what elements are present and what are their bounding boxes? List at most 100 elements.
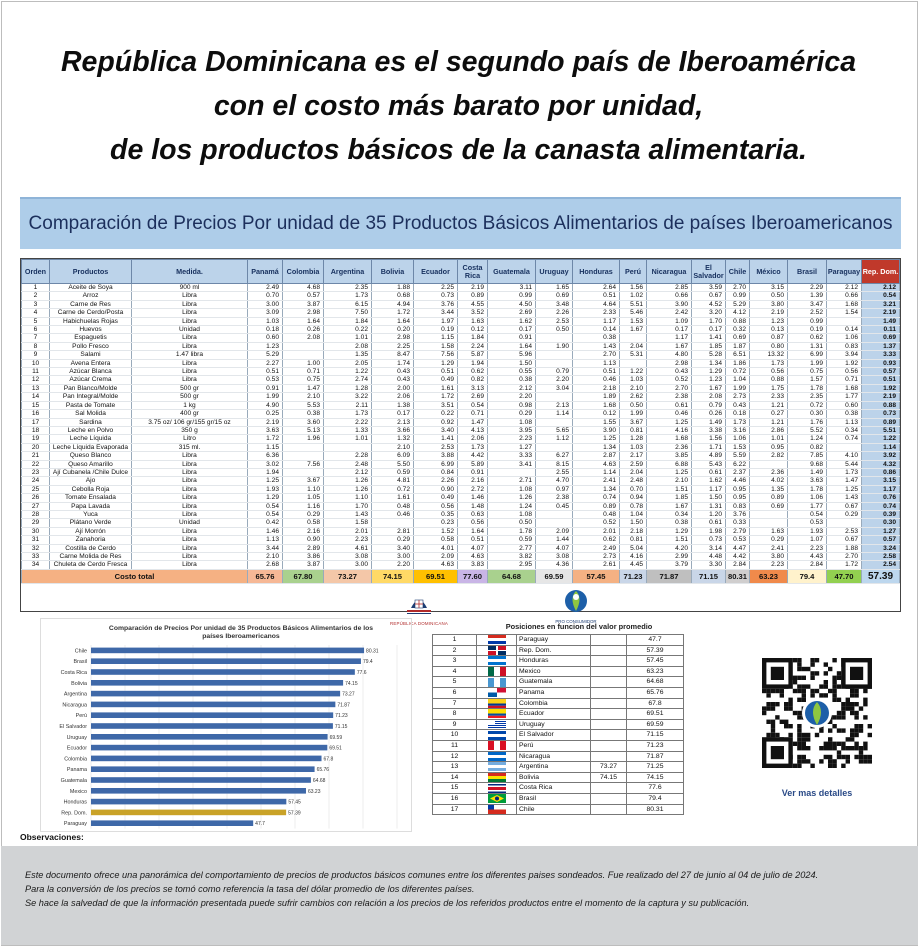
table-cell: 16 (21, 409, 50, 419)
table-cell: 1.34 (572, 443, 620, 453)
table-cell: 1.47 (457, 418, 488, 427)
rank-country: El Salvador (516, 729, 591, 741)
column-header: Rep. Dom. (861, 259, 900, 284)
table-cell: 3.63 (787, 476, 827, 486)
table-cell: 1.53 (619, 317, 647, 327)
table-cell: Ají Morrón (49, 527, 132, 537)
table-cell: 9.68 (787, 460, 827, 469)
table-cell: 0.29 (282, 510, 324, 520)
category-label: Bolivia (71, 681, 87, 687)
table-cell: 28 (21, 510, 50, 520)
table-cell: 1.25 (572, 434, 620, 444)
table-cell: 2.01 (572, 527, 620, 537)
table-cell: 1.73 (457, 443, 488, 453)
rank-position: 8 (432, 708, 477, 720)
table-cell: 1.61 (413, 384, 458, 394)
table-cell: 0.91 (457, 468, 488, 478)
table-cell: 1.17 (646, 333, 692, 343)
table-cell: 1.22 (619, 367, 647, 377)
table-cell: 0.49 (413, 493, 458, 503)
value-label: 79.4 (363, 659, 373, 665)
table-cell: 0.71 (826, 375, 862, 385)
rank-country: Ecuador (516, 708, 591, 720)
table-cell: 1.04 (725, 375, 750, 385)
rank-flag (476, 686, 517, 699)
table-row: 12 Azúcar Crema Libra 0.53 0.75 2.74 0.43 0.49 0… (21, 375, 900, 385)
more-details-link[interactable]: Ver mas detalles (781, 788, 853, 798)
table-cell: 0.54 (247, 502, 283, 511)
table-cell: 0.56 (413, 502, 458, 511)
headline-line-2: con el costo más barato por unidad, (213, 90, 704, 122)
table-cell: 2.74 (323, 375, 372, 385)
table-cell: 1.85 (691, 342, 726, 352)
table-cell: 3.15 (861, 476, 900, 486)
table-cell: 2.98 (282, 308, 324, 318)
total-label: Costo total (21, 568, 248, 584)
table-cell: 0.51 (572, 367, 620, 377)
table-cell (535, 443, 573, 453)
qr-code[interactable] (762, 658, 872, 782)
table-cell: 1.22 (323, 367, 372, 377)
table-cell: 1.13 (826, 418, 862, 427)
table-cell: 1.72 (826, 560, 862, 570)
table-cell: 0.87 (749, 333, 788, 343)
table-cell: 0.57 (282, 291, 324, 301)
table-cell: 4.94 (371, 300, 414, 310)
total-cell: 74.15 (371, 568, 414, 584)
table-cell: Libra (131, 502, 248, 511)
table-cell: 34 (21, 560, 50, 570)
table-cell: 0.51 (247, 367, 283, 377)
table-cell: 23 (21, 468, 50, 478)
table-cell: 4 (21, 308, 50, 318)
table-cell: 2.26 (535, 308, 573, 318)
table-cell: 21 (21, 451, 50, 461)
table-cell: Libra (131, 291, 248, 301)
total-cell: 71.23 (619, 568, 647, 584)
table-cell: 1.47 (282, 384, 324, 394)
table-cell: 0.13 (749, 325, 788, 335)
rank-position: 17 (432, 803, 477, 816)
table-cell: 7.85 (787, 451, 827, 461)
table-cell: 0.84 (413, 468, 458, 478)
rank-position: 14 (432, 771, 477, 784)
table-cell: 1.78 (787, 384, 827, 394)
value-label: 47.7 (255, 821, 265, 827)
rank-flag (476, 676, 517, 688)
table-cell: 2.13 (371, 418, 414, 427)
table-cell: 2.71 (487, 476, 536, 486)
category-label: Mexico (70, 789, 87, 795)
table-cell: 2.23 (749, 560, 788, 570)
table-cell: 2.23 (787, 544, 827, 554)
proconsumidor-caption: PRO CONSUMIDOR (555, 618, 597, 624)
table-cell: Libra (131, 342, 248, 352)
rank-value: 77.6 (626, 782, 684, 794)
table-cell: 2.48 (323, 460, 372, 469)
table-cell: 0.49 (413, 375, 458, 385)
table-cell: 2.48 (619, 476, 647, 486)
table-cell: 1.02 (619, 291, 647, 301)
table-cell: 0.23 (413, 518, 458, 528)
table-cell: 0.95 (725, 493, 750, 503)
table-cell: 1.71 (691, 443, 726, 453)
table-cell: 1.73 (725, 418, 750, 427)
table-cell: 0.51 (457, 535, 488, 545)
table-cell: 3.41 (487, 460, 536, 469)
ranking-row: 8 Ecuador 69.51 (432, 708, 684, 720)
table-cell: 3.52 (457, 308, 488, 318)
table-cell: 0.69 (535, 291, 573, 301)
dominican-republic-logo: REPÚBLICA DOMINICANA (389, 590, 449, 626)
table-cell: 3.75 oz/ 106 gr/155 gr/15 oz (131, 418, 248, 427)
table-cell: 4.45 (619, 560, 647, 570)
table-cell: 1.14 (572, 468, 620, 478)
table-cell: 4.80 (646, 350, 692, 360)
table-cell: 1.43 (826, 493, 862, 503)
table-cell: 0.74 (572, 493, 620, 503)
table-cell: 3.40 (413, 426, 458, 436)
table-cell: 3.85 (646, 451, 692, 461)
table-cell: Libra (131, 308, 248, 318)
table-cell (535, 510, 573, 520)
table-cell: 3.04 (535, 384, 573, 394)
table-cell: 0.73 (691, 535, 726, 545)
table-cell: 3.90 (572, 426, 620, 436)
table-cell: 1.23 (749, 317, 788, 327)
